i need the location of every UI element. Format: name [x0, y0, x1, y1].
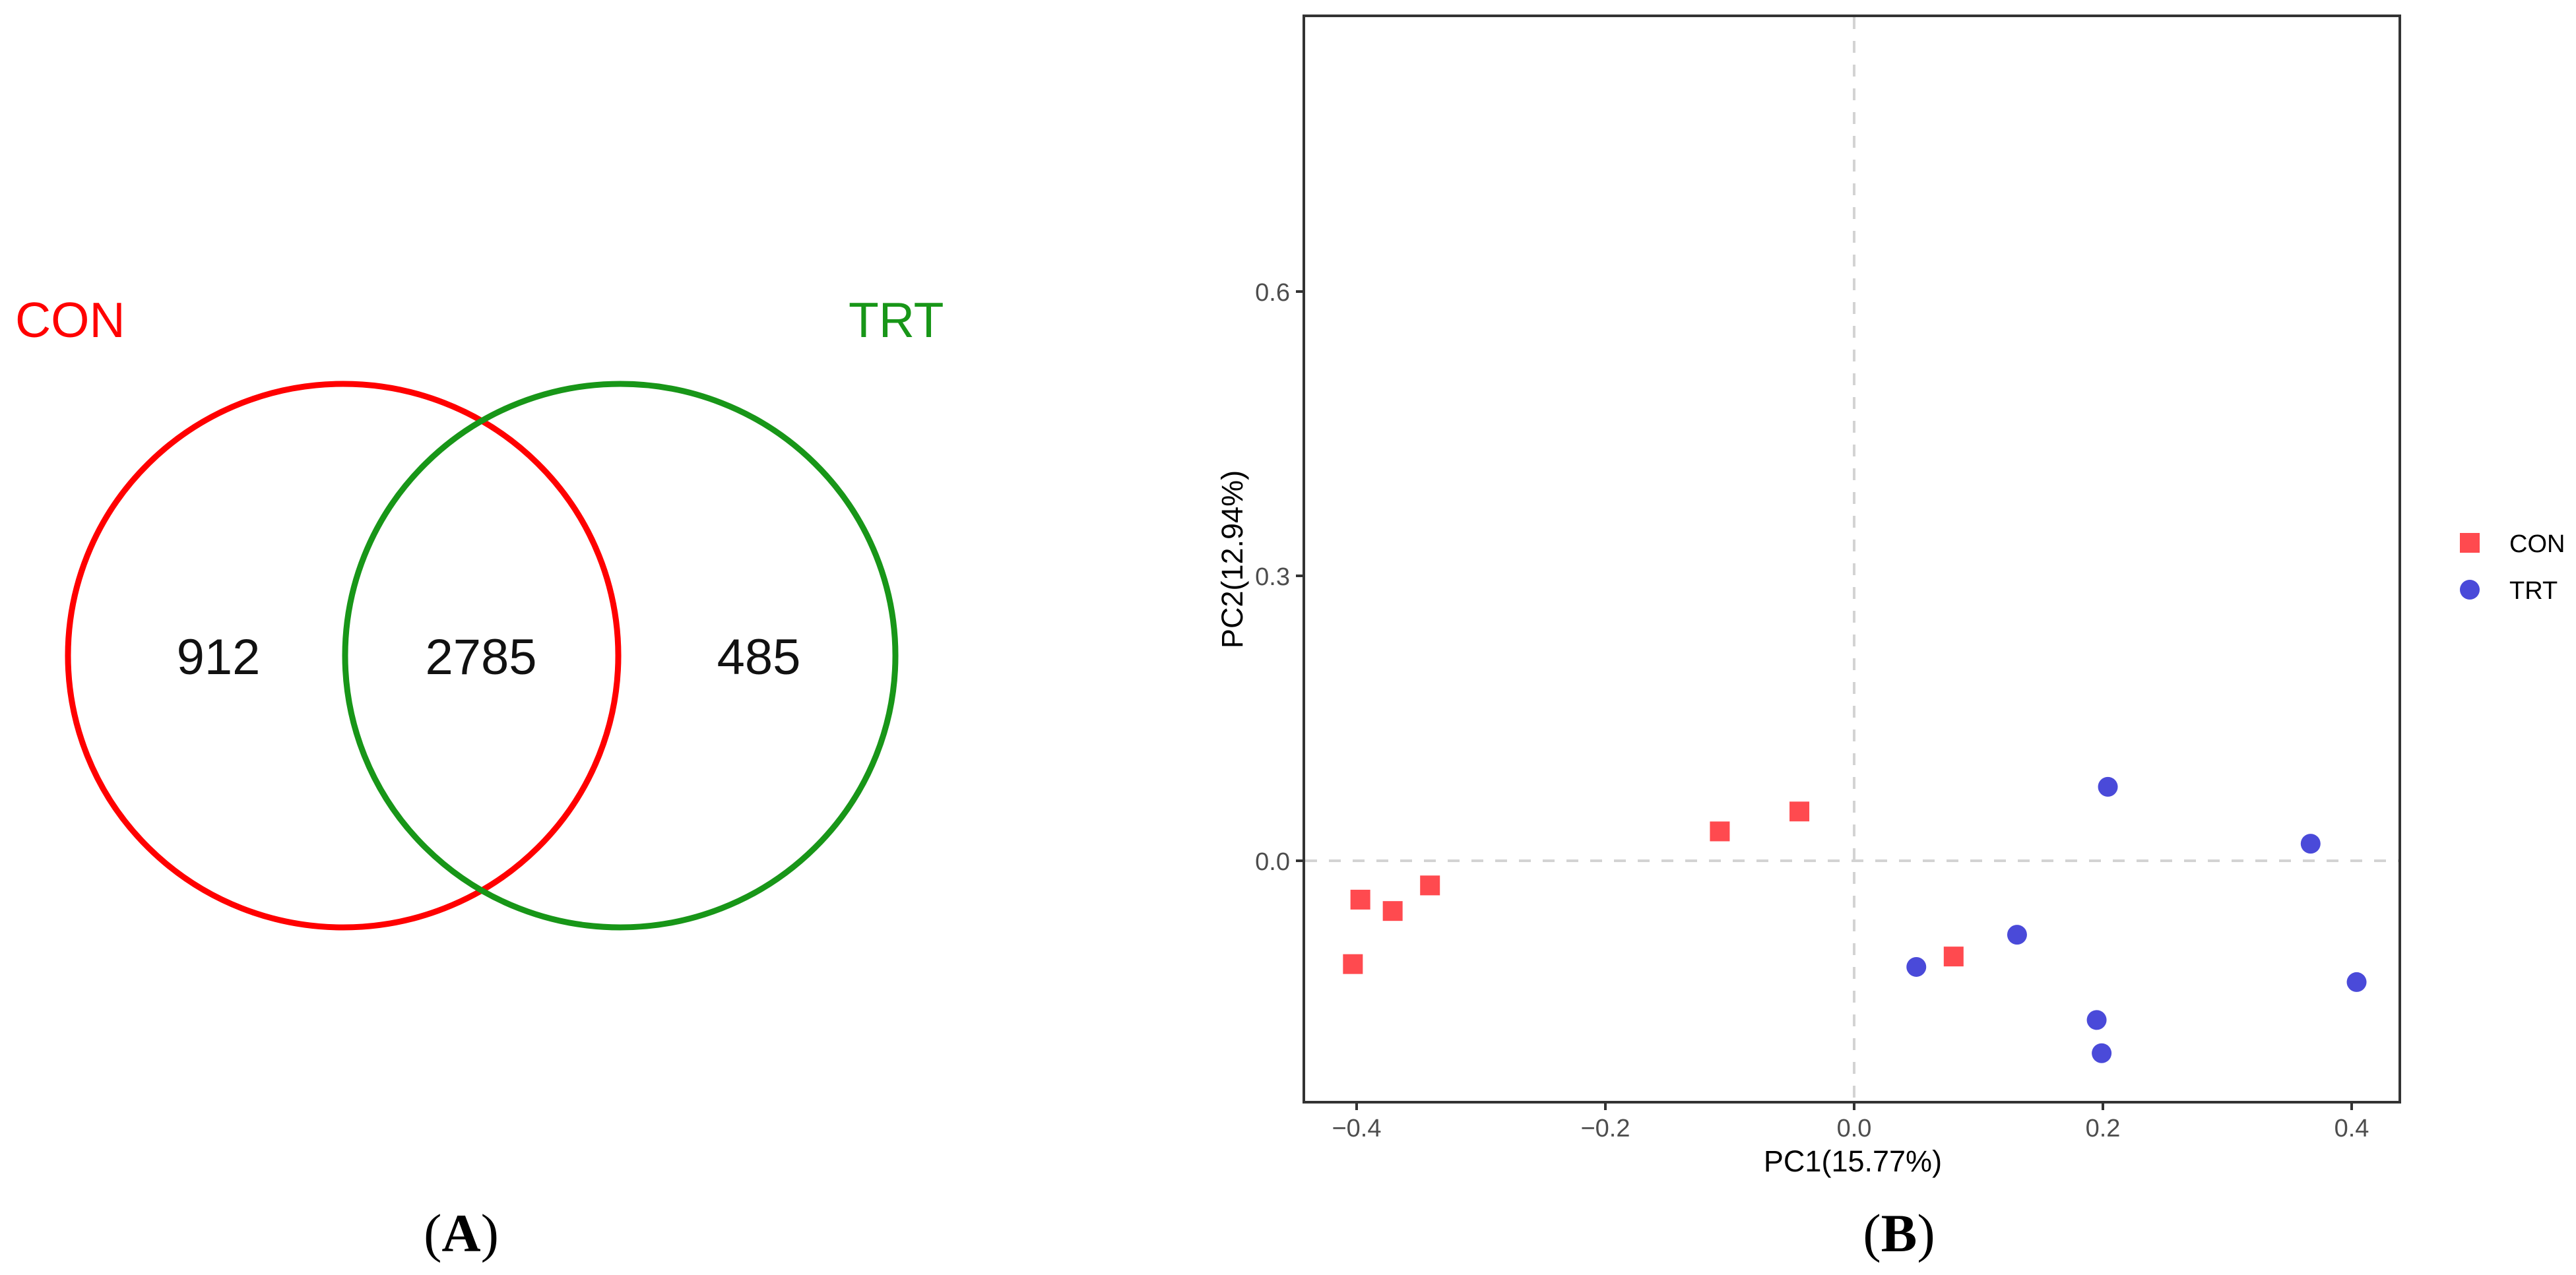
venn-count-trt-only: 485 [717, 629, 801, 685]
data-point-con [1350, 889, 1370, 910]
x-tick-label: 0.0 [1837, 1115, 1872, 1142]
data-point-trt [2346, 972, 2367, 992]
venn-count-shared: 2785 [425, 629, 536, 685]
panel-label-a: (A) [424, 1203, 499, 1263]
y-tick-label: 0.3 [1255, 563, 1290, 591]
data-point-trt [2086, 1010, 2107, 1030]
legend-con-square-icon [2460, 533, 2480, 553]
data-point-trt [1906, 956, 1927, 977]
pca-legend: CON TRT [2460, 530, 2565, 605]
venn-panel: CON TRT 912 2785 485 [15, 292, 944, 931]
y-tick-label: 0.0 [1255, 848, 1290, 876]
pca-panel: 0.0 0.3 0.6 PC2(12.94%) −0.4 −0.2 0.0 0.… [1215, 15, 2565, 1178]
panel-label-b-open: ( [1863, 1203, 1881, 1263]
x-tick-label: −0.2 [1580, 1115, 1630, 1142]
legend-label-trt: TRT [2509, 577, 2558, 605]
data-point-con [1420, 875, 1440, 896]
legend-trt-circle-icon [2460, 580, 2480, 600]
x-tick-label: −0.4 [1332, 1115, 1381, 1142]
venn-circle-trt [342, 381, 899, 931]
panel-label-b-letter: B [1881, 1203, 1917, 1263]
venn-set-label-con: CON [15, 292, 125, 348]
panel-label-a-close: ) [481, 1203, 499, 1263]
venn-set-label-trt: TRT [849, 292, 944, 348]
pca-plot-area [1303, 15, 2401, 1104]
panel-label-b: (B) [1863, 1203, 1935, 1263]
panel-label-b-close: ) [1917, 1203, 1935, 1263]
x-tick-label: 0.4 [2334, 1115, 2369, 1142]
y-axis-title: PC2(12.94%) [1215, 470, 1249, 648]
pca-x-axis: −0.4 −0.2 0.0 0.2 0.4 PC1(15.77%) [1332, 1102, 2369, 1178]
panel-label-a-letter: A [441, 1203, 480, 1263]
data-point-trt [2300, 834, 2321, 854]
pca-y-axis: 0.0 0.3 0.6 PC2(12.94%) [1215, 279, 1304, 876]
data-point-trt [2092, 1043, 2112, 1063]
data-point-con [1382, 901, 1403, 921]
x-axis-title: PC1(15.77%) [1764, 1144, 1942, 1178]
y-tick-label: 0.6 [1255, 279, 1290, 307]
data-point-trt [2007, 925, 2027, 945]
venn-count-con-only: 912 [177, 629, 261, 685]
data-point-con [1789, 801, 1810, 822]
x-tick-label: 0.2 [2086, 1115, 2121, 1142]
data-point-trt [2098, 776, 2118, 797]
legend-label-con: CON [2509, 530, 2565, 558]
pca-data-points [1343, 776, 2367, 1063]
data-point-con [1710, 821, 1730, 842]
venn-circle-con [65, 381, 622, 931]
data-point-con [1343, 954, 1363, 974]
panel-label-a-open: ( [424, 1203, 441, 1263]
data-point-con [1943, 947, 1964, 967]
